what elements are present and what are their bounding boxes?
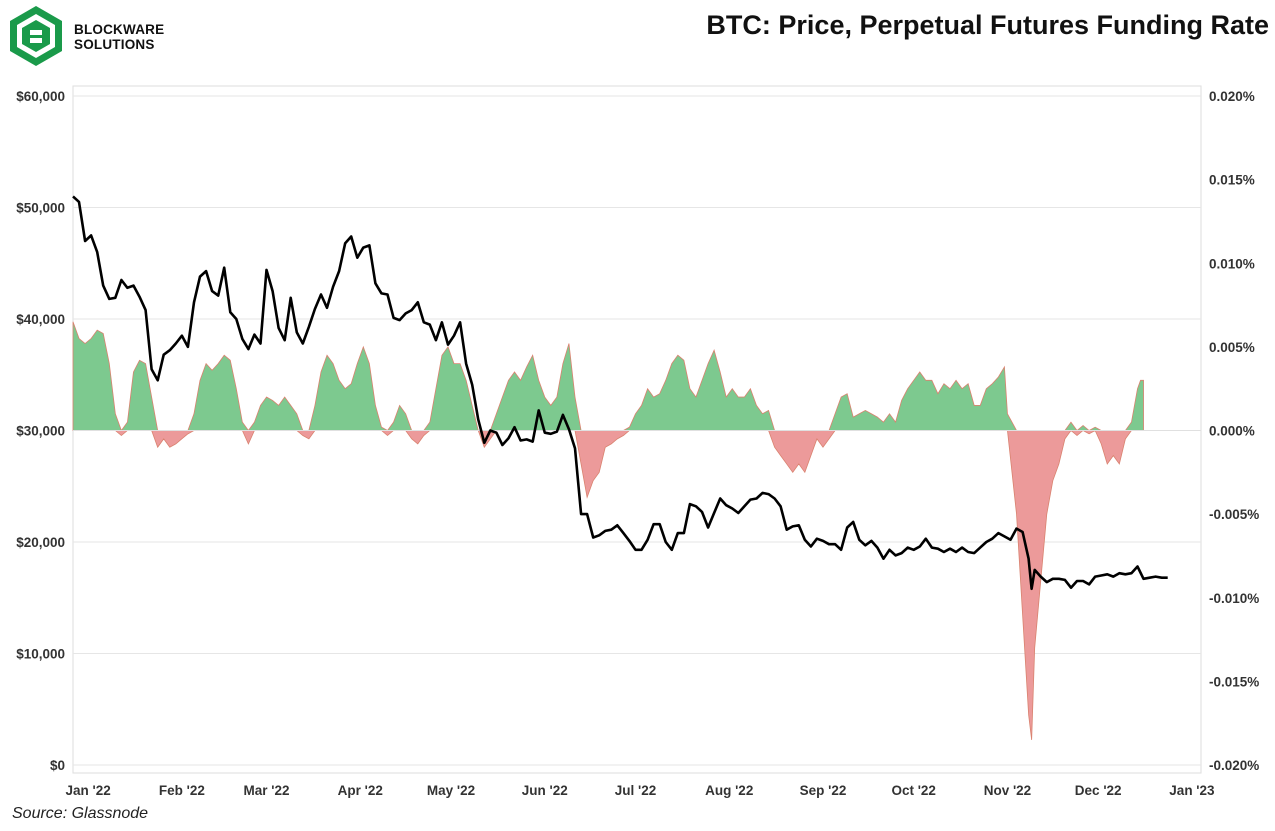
left-tick-label: $60,000 (16, 89, 65, 104)
x-tick-label: Mar '22 (244, 783, 290, 798)
left-tick-label: $40,000 (16, 312, 65, 327)
right-tick-label: 0.010% (1209, 256, 1255, 271)
x-tick-label: Sep '22 (800, 783, 847, 798)
left-tick-label: $10,000 (16, 647, 65, 662)
x-tick-label: Jan '23 (1169, 783, 1215, 798)
right-tick-label: -0.020% (1209, 758, 1259, 773)
x-tick-label: Oct '22 (891, 783, 935, 798)
blockware-logo-icon (10, 6, 62, 66)
right-axis-ticks: -0.020% -0.015% -0.010% -0.005% 0.000% 0.005%… (1209, 89, 1259, 773)
x-tick-label: Feb '22 (159, 783, 205, 798)
right-tick-label: -0.005% (1209, 507, 1259, 522)
chart-title: BTC: Price, Perpetual Futures Funding Ra… (706, 10, 1269, 40)
right-tick-label: 0.015% (1209, 173, 1255, 188)
x-tick-label: Jul '22 (615, 783, 656, 798)
x-tick-label: Dec '22 (1075, 783, 1122, 798)
right-tick-label: -0.015% (1209, 674, 1259, 689)
x-axis-ticks: Jan '22 Feb '22 Mar '22 Apr '22 May '22 Jun '… (65, 783, 1215, 798)
left-tick-label: $20,000 (16, 535, 65, 550)
x-tick-label: Aug '22 (705, 783, 753, 798)
logo-line-1: BLOCKWARE (74, 22, 165, 37)
x-tick-label: May '22 (427, 783, 475, 798)
left-tick-label: $50,000 (16, 201, 65, 216)
blockware-logo: BLOCKWARE SOLUTIONS (6, 4, 166, 68)
x-tick-label: Jun '22 (522, 783, 568, 798)
right-tick-label: 0.005% (1209, 340, 1255, 355)
funding-rate-area (72, 321, 1201, 740)
x-tick-label: Jan '22 (65, 783, 110, 798)
right-tick-label: 0.000% (1209, 424, 1255, 439)
price-line (72, 195, 1168, 591)
source-note: Source: Glassnode (12, 805, 149, 822)
left-axis-ticks: $0 $10,000 $20,000 $30,000 $40,000 $50,000 $60… (16, 89, 65, 773)
left-tick-label: $0 (50, 758, 65, 773)
right-tick-label: 0.020% (1209, 89, 1255, 104)
x-tick-label: Nov '22 (984, 783, 1031, 798)
right-tick-label: -0.010% (1209, 591, 1259, 606)
x-tick-label: Apr '22 (338, 783, 383, 798)
logo-line-2: SOLUTIONS (74, 37, 155, 52)
gridlines (73, 95, 1201, 766)
price-series (72, 195, 1168, 591)
left-tick-label: $30,000 (16, 424, 65, 439)
